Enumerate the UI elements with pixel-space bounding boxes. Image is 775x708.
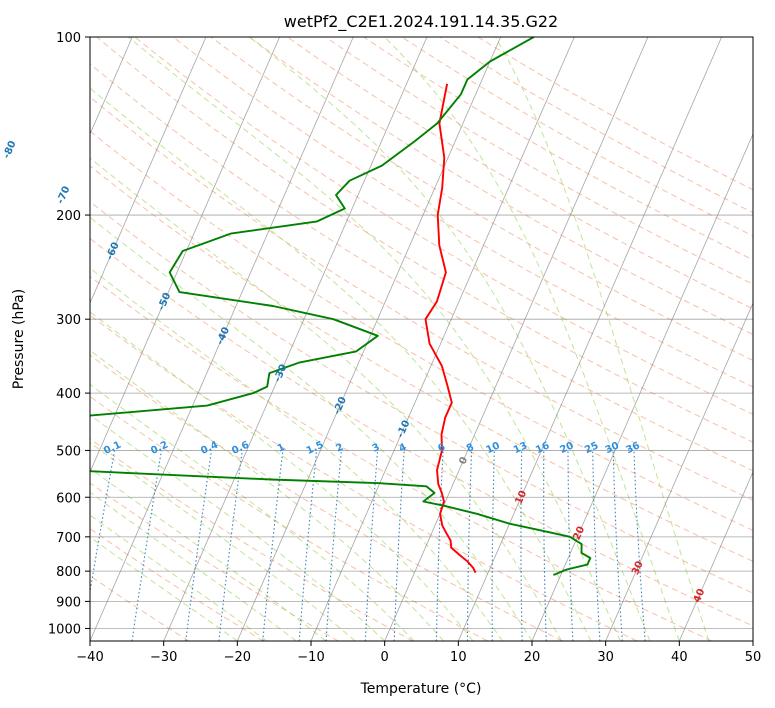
temperature-profile [424,83,477,574]
x-tick-label: 30 [597,650,614,665]
y-tick-label: 600 [56,491,81,506]
mixing-ratio-label: 30 [604,440,621,456]
mixing-ratio-label: 36 [624,440,641,456]
x-tick-label: −40 [76,650,103,665]
isotherm-line [163,37,428,641]
x-axis-ticks: −40 −30 −20 −10 0 10 20 30 40 50 [76,641,761,665]
mixing-ratio-label: 1 [276,442,287,455]
isotherm-line [457,37,722,641]
x-tick-label: 20 [524,650,541,665]
isotherm-line [310,37,575,641]
dry-adiabat-line [90,314,638,641]
mixing-ratio-label: 13 [512,440,529,456]
isotherm-label: -80 [1,139,18,160]
moist-adiabat-line [90,441,356,641]
mixing-ratio-label: 20 [558,440,575,456]
y-tick-label: 200 [56,209,81,224]
mixing-ratio-label: 2 [334,442,345,455]
y-axis-ticks: 100 200 300 400 500 600 700 800 900 1000 [48,31,90,637]
isotherm-line [605,302,753,641]
x-tick-label: 0 [381,650,389,665]
x-tick-label: 10 [450,650,467,665]
isotherm-label: 40 [692,587,708,604]
y-tick-label: 700 [56,531,81,546]
y-tick-label: 900 [56,595,81,610]
isotherm-line [236,37,501,641]
isotherm-line [90,37,280,474]
x-axis-label: Temperature (°C) [360,681,482,697]
y-tick-label: 1000 [48,622,81,637]
mixing-ratio-label: 25 [583,440,600,456]
mixing-ratio-label: 4 [397,442,408,455]
dry-adiabat-line [172,37,753,388]
moist-adiabat-line [90,491,297,641]
moist-adiabat-line [90,87,592,641]
moist-adiabat-line [384,37,680,641]
dry-adiabat-line [90,438,414,641]
moist-adiabat-line [127,37,621,641]
background-lines [0,37,753,641]
dewpoint-profile [90,37,592,576]
isotherm-line [90,37,207,305]
dry-adiabat-line [90,237,753,627]
isotherm-label: 20 [572,525,588,542]
y-tick-label: 300 [56,313,81,328]
line-labels: -100-90-80-70-60-50-40-30-20-10010203040… [1,139,708,604]
mixing-ratio-label: 8 [465,442,476,455]
isotherm-label: 0 [457,455,470,466]
mixing-ratio-label: 16 [534,440,551,456]
x-tick-label: 40 [671,650,688,665]
x-tick-label: −30 [150,650,177,665]
dry-adiabat-line [325,37,753,285]
dry-adiabat-line [90,201,753,594]
dry-adiabat-line [90,96,753,501]
x-tick-label: 50 [745,650,762,665]
isotherm-line [678,471,753,641]
y-tick-label: 500 [56,444,81,459]
moist-adiabat-line [90,311,474,641]
mixing-ratio-label: 3 [371,442,382,455]
dry-adiabat-line [134,37,753,415]
dry-adiabat-line [90,482,339,641]
dry-adiabat-line [90,165,753,562]
moist-adiabat-line [90,414,386,641]
isotherm-line [384,37,649,641]
isotherm-line [752,639,753,641]
profile-series [90,37,592,576]
y-axis-label: Pressure (hPa) [11,289,27,389]
moist-adiabat-line [249,37,651,641]
y-tick-label: 800 [56,565,81,580]
moist-adiabat-line [90,467,327,641]
moist-adiabat-line [90,157,562,641]
y-tick-label: 100 [56,31,81,46]
isotherm-label: 30 [630,559,646,576]
moist-adiabat-line [90,514,268,641]
mixing-ratio-label: 6 [436,442,447,455]
dry-adiabat-line [287,37,753,310]
isotherm-label: 10 [514,489,530,506]
mixing-ratio-line [218,450,243,641]
mixing-ratio-line [262,450,284,641]
plot-background [90,37,753,641]
isotherm-label: -70 [55,185,72,206]
dry-adiabat-line [90,354,563,641]
mixing-ratio-label: 10 [484,440,501,456]
dry-adiabat-line [90,63,753,472]
isotherm-line [90,37,354,641]
moist-adiabat-line [90,267,503,641]
chart-title: wetPf2_C2E1.2024.191.14.35.G22 [284,12,558,32]
mixing-ratio-line [90,450,116,595]
dry-adiabat-line [90,275,712,641]
x-tick-label: −10 [297,650,324,665]
y-tick-label: 400 [56,387,81,402]
moist-adiabat-line [495,37,710,641]
x-tick-label: −20 [224,650,251,665]
mixing-ratio-line [185,450,213,641]
moist-adiabat-line [90,216,533,641]
plot-frame [89,36,754,642]
isotherm-line [0,37,59,641]
